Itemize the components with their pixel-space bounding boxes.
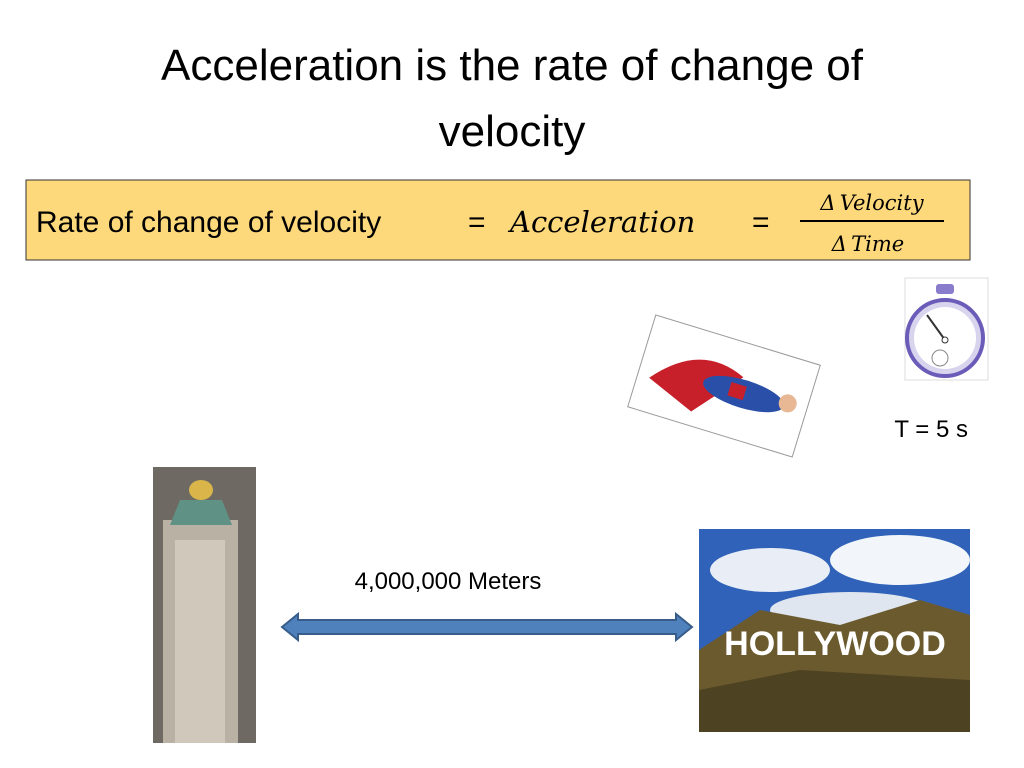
sign-text: HOLLYWOOD <box>724 625 946 663</box>
stopwatch-image <box>904 277 989 381</box>
distance-arrow <box>280 611 694 643</box>
equals: = <box>468 206 486 239</box>
time-label: T = 5 s <box>894 416 968 443</box>
superman-image <box>627 314 821 458</box>
title-line: velocity <box>439 107 586 156</box>
hollywood-image: HOLLYWOOD <box>699 529 970 732</box>
building-image <box>153 467 256 743</box>
formula-lhs: Rate of change of velocity <box>36 206 381 239</box>
numerator: Δ Velocity <box>819 191 924 215</box>
formula-middle: Acceleration <box>507 205 695 239</box>
denominator: Δ Time <box>831 232 904 256</box>
distance-label: 4,000,000 Meters <box>355 568 542 595</box>
equals: = <box>752 206 770 239</box>
title-line: Acceleration is the rate of change of <box>161 41 864 90</box>
